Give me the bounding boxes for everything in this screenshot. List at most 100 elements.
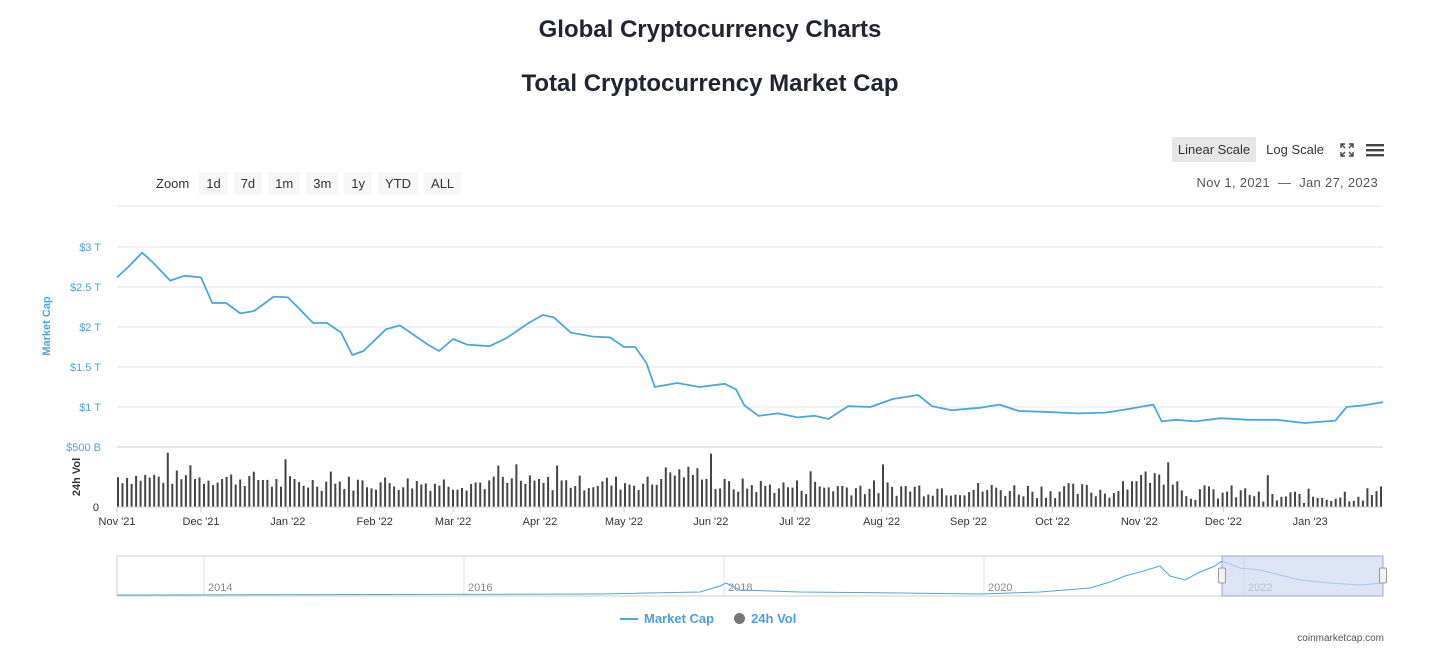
volume-bar — [261, 480, 264, 507]
legend-volume-label: 24h Vol — [751, 611, 797, 626]
volume-bar — [954, 494, 957, 507]
zoom-1y-button[interactable]: 1y — [344, 172, 373, 195]
volume-bar — [642, 483, 645, 507]
volume-bar — [1158, 474, 1161, 507]
volume-bar — [687, 466, 690, 507]
range-to[interactable]: Jan 27, 2023 — [1299, 175, 1378, 190]
volume-bar — [117, 477, 119, 507]
zoom-ytd-button[interactable]: YTD — [378, 172, 419, 195]
volume-bar — [628, 484, 631, 507]
volume-bar — [845, 487, 848, 507]
volume-bar — [447, 486, 450, 507]
volume-bar — [366, 487, 368, 507]
volume-bar — [877, 493, 880, 507]
volume-bar — [777, 488, 780, 507]
volume-bar — [913, 486, 916, 507]
fullscreen-icon[interactable] — [1336, 139, 1358, 161]
legend-volume[interactable]: 24h Vol — [734, 611, 796, 626]
volume-bar — [551, 490, 554, 507]
volume-bar — [710, 453, 712, 507]
volume-bar — [596, 486, 599, 507]
volume-bar — [891, 486, 894, 507]
volume-bar — [737, 491, 740, 507]
volume-bar — [1017, 494, 1020, 507]
volume-bar — [1049, 491, 1052, 507]
volume-bars — [117, 452, 1382, 507]
volume-bar — [823, 487, 826, 507]
volume-bar — [465, 490, 468, 507]
volume-bar — [1067, 483, 1070, 507]
volume-bar — [1031, 491, 1034, 507]
volume-bar — [1380, 486, 1382, 507]
navigator-left-handle[interactable] — [1218, 567, 1226, 584]
x-tick-label: Jan '23 — [1293, 516, 1328, 528]
legend-market-cap[interactable]: Market Cap — [620, 611, 714, 626]
volume-bar — [633, 485, 636, 507]
volume-bar — [411, 488, 414, 507]
volume-bar — [302, 485, 305, 507]
volume-bar — [850, 495, 853, 507]
volume-bar — [619, 489, 622, 507]
x-tick-label: Dec '22 — [1205, 516, 1242, 528]
volume-bar — [637, 490, 640, 507]
volume-bar — [990, 485, 993, 507]
legend-market-cap-label: Market Cap — [644, 611, 715, 626]
volume-bar — [1280, 496, 1283, 507]
volume-bar — [488, 480, 491, 507]
volume-bar — [895, 495, 898, 507]
volume-bar — [1226, 491, 1229, 507]
volume-bar — [1312, 496, 1315, 507]
volume-bar — [361, 480, 364, 507]
x-tick-label: Jan '22 — [270, 516, 305, 528]
volume-bar — [538, 479, 540, 507]
zoom-all-button[interactable]: ALL — [424, 172, 462, 195]
volume-bar — [1303, 503, 1305, 507]
volume-bar — [583, 490, 586, 507]
volume-bar — [320, 490, 323, 507]
volume-bar — [814, 481, 817, 507]
log-scale-button[interactable]: Log Scale — [1260, 137, 1330, 162]
chart-toolbar: Linear Scale Log Scale — [1171, 137, 1386, 162]
volume-bar — [1131, 481, 1133, 507]
volume-bar — [986, 489, 989, 507]
volume-bar — [565, 480, 568, 507]
volume-bar — [212, 485, 215, 507]
volume-bar — [1257, 491, 1260, 507]
menu-icon[interactable] — [1364, 139, 1386, 161]
volume-bar — [1271, 494, 1274, 507]
volume-bar — [121, 483, 124, 507]
credits-link[interactable]: coinmarketcap.com — [1297, 633, 1384, 644]
linear-scale-button[interactable]: Linear Scale — [1171, 137, 1257, 162]
volume-bar — [1094, 496, 1097, 507]
zoom-1m-button[interactable]: 1m — [268, 172, 301, 195]
volume-bar — [171, 483, 174, 507]
zoom-1d-button[interactable]: 1d — [199, 172, 228, 195]
volume-bar — [723, 478, 726, 507]
volume-bar — [854, 488, 857, 507]
volume-bar — [705, 478, 708, 507]
volume-bar — [1284, 496, 1287, 507]
x-tick-label: May '22 — [605, 516, 643, 528]
volume-bar — [1230, 485, 1233, 507]
navigator-right-handle[interactable] — [1379, 567, 1387, 584]
zoom-7d-button[interactable]: 7d — [233, 172, 263, 195]
volume-bar — [1103, 493, 1106, 507]
navigator-frame — [116, 555, 1384, 597]
volume-bar — [1212, 489, 1215, 507]
volume-bar — [334, 483, 337, 507]
volume-bar — [270, 486, 273, 507]
volume-bar — [646, 476, 649, 507]
volume-bar — [234, 484, 237, 507]
range-from[interactable]: Nov 1, 2021 — [1196, 175, 1270, 190]
volume-bar — [1375, 491, 1378, 507]
volume-axis-title: 24h Vol — [71, 458, 83, 496]
volume-bar — [157, 476, 160, 507]
volume-bar — [714, 489, 717, 507]
y-tick-label: $2.5 T — [70, 282, 101, 294]
volume-bar — [768, 484, 771, 507]
zoom-3m-button[interactable]: 3m — [306, 172, 339, 195]
volume-bar — [1054, 498, 1057, 507]
volume-bar — [510, 478, 513, 507]
volume-bar — [497, 465, 500, 507]
